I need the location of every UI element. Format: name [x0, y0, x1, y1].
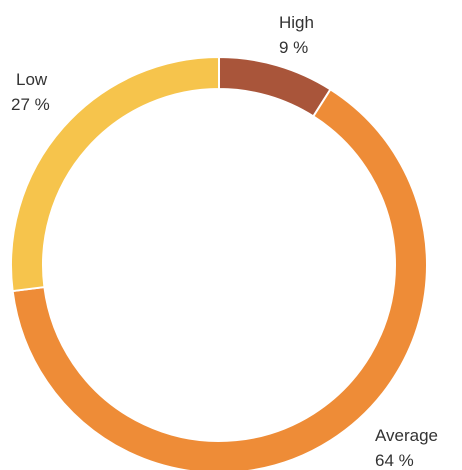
- label-low-name: Low: [16, 70, 48, 89]
- donut-slices: [10, 55, 428, 470]
- label-high-value: 9 %: [279, 38, 308, 57]
- slice-low: [10, 55, 220, 293]
- slice-labels: High 9 % Average 64 % Low 27 %: [11, 13, 438, 470]
- label-average-value: 64 %: [375, 451, 414, 470]
- label-average-name: Average: [375, 426, 438, 445]
- slice-high: [218, 55, 332, 118]
- label-high-name: High: [279, 13, 314, 32]
- slice-average: [11, 87, 428, 470]
- label-low-value: 27 %: [11, 95, 50, 114]
